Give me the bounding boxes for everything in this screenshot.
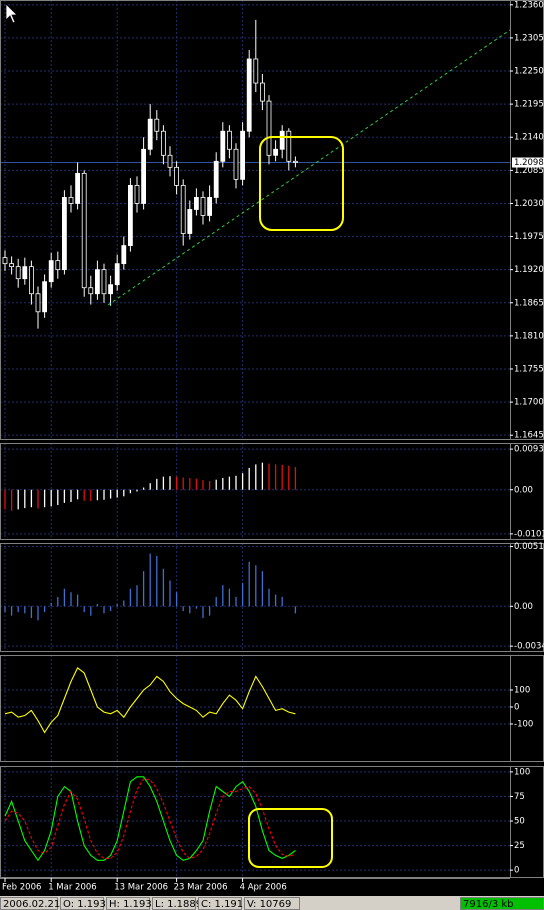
y-tick-label: 100 [514, 685, 530, 695]
candle-body [220, 130, 226, 162]
candle-body [101, 269, 107, 295]
current-price-box [512, 157, 544, 168]
candle-body [147, 118, 153, 150]
candle-body [95, 269, 100, 295]
y-tick-label: 1.1700 [514, 398, 544, 408]
status-text: 7916/3 kb [463, 899, 514, 910]
status-text: L: 1.1889 [155, 899, 202, 910]
y-tick-label: 0.00 [514, 485, 533, 495]
y-tick-label: -100 [514, 719, 533, 729]
candle-body [81, 172, 87, 289]
y-tick-label: -0.0034 [514, 642, 544, 652]
x-tick-label: 23 Mar 2006 [174, 883, 228, 893]
candle-body [48, 260, 54, 283]
x-tick-label: 1 Mar 2006 [48, 883, 96, 893]
current-price-label: 1.2098 [514, 158, 544, 168]
indicator-line [4, 667, 296, 734]
candle-body [259, 82, 265, 102]
candle-body [15, 266, 21, 280]
candle-body [35, 293, 41, 313]
y-tick-label: 1.2250 [514, 67, 544, 77]
status-text: V: 10769 [247, 899, 291, 910]
y-tick-label: 0.0051 [514, 542, 544, 552]
candle-body [88, 287, 94, 295]
y-tick-label: 1.2085 [514, 166, 544, 176]
y-tick-label: 1.2140 [514, 133, 544, 143]
status-text: H: 1.1936 [109, 899, 158, 910]
candle-body [2, 257, 8, 265]
status-text: O: 1.1932 [63, 899, 112, 910]
y-tick-label: 1.2360 [514, 0, 544, 10]
candle-body [213, 160, 219, 198]
candle-body [114, 263, 120, 286]
candle-body [121, 245, 127, 265]
y-tick-label: 50 [514, 817, 525, 827]
candle-body [28, 266, 34, 295]
candle-body [240, 130, 246, 180]
highlight-box [248, 808, 333, 868]
candle-body [180, 184, 186, 234]
y-tick-label: 1.1645 [514, 431, 544, 441]
candle-body [22, 266, 28, 280]
y-tick-label: -0.0101 [514, 529, 544, 539]
y-tick-label: 1.2030 [514, 199, 544, 209]
candle-body [273, 148, 279, 156]
candle-body [200, 197, 206, 216]
y-tick-label: 0 [514, 702, 519, 712]
x-tick-label: Feb 2006 [2, 883, 41, 893]
highlight-box [259, 136, 344, 231]
y-tick-label: 0.00 [514, 602, 533, 612]
y-tick-label: 1.1920 [514, 265, 544, 275]
candle-body [266, 100, 272, 156]
candle-body [187, 209, 193, 234]
y-tick-label: 0.0093 [514, 445, 544, 455]
candle-body [246, 58, 252, 132]
candle-body [279, 130, 285, 150]
candle-body [286, 130, 292, 162]
candle-body [134, 184, 140, 204]
candle-body [167, 154, 173, 168]
x-tick-label: 13 Mar 2006 [114, 883, 168, 893]
y-tick-label: 1.1810 [514, 331, 544, 341]
status-text: C: 1.1917 [201, 899, 250, 910]
status-text: 2006.02.21 00:00 [3, 899, 92, 910]
mark-layer [2, 19, 298, 862]
x-tick-label: 4 Apr 2006 [240, 883, 287, 893]
y-tick-label: 1.1755 [514, 364, 544, 374]
indicator-line [4, 778, 296, 860]
candle-body [292, 160, 298, 163]
candle-body [141, 148, 147, 204]
candle-body [193, 197, 199, 210]
y-tick-label: 1.1975 [514, 232, 544, 242]
candle-body [108, 284, 113, 295]
candle-body [174, 166, 180, 186]
y-tick-label: 1.2305 [514, 33, 544, 43]
candle-body [160, 130, 166, 156]
candle-body [233, 148, 239, 180]
candle-body [55, 260, 61, 271]
y-tick-label: 1.2195 [514, 100, 544, 110]
y-tick-label: 75 [514, 792, 525, 802]
mouse-cursor [5, 3, 18, 24]
candle-body [154, 118, 160, 132]
y-tick-label: 25 [514, 841, 525, 851]
candle-body [207, 197, 213, 216]
candle-body [42, 281, 47, 313]
y-tick-label: 1.1865 [514, 298, 544, 308]
candle-body [127, 184, 133, 246]
candle-body [226, 130, 232, 150]
candle-body [75, 172, 80, 204]
candle-body [9, 263, 15, 268]
y-tick-label: 100 [514, 767, 530, 777]
indicator-line [4, 776, 296, 862]
candle-body [253, 58, 259, 84]
candle-body [62, 197, 67, 271]
y-tick-label: 0 [514, 866, 519, 876]
candle-body [68, 197, 74, 204]
